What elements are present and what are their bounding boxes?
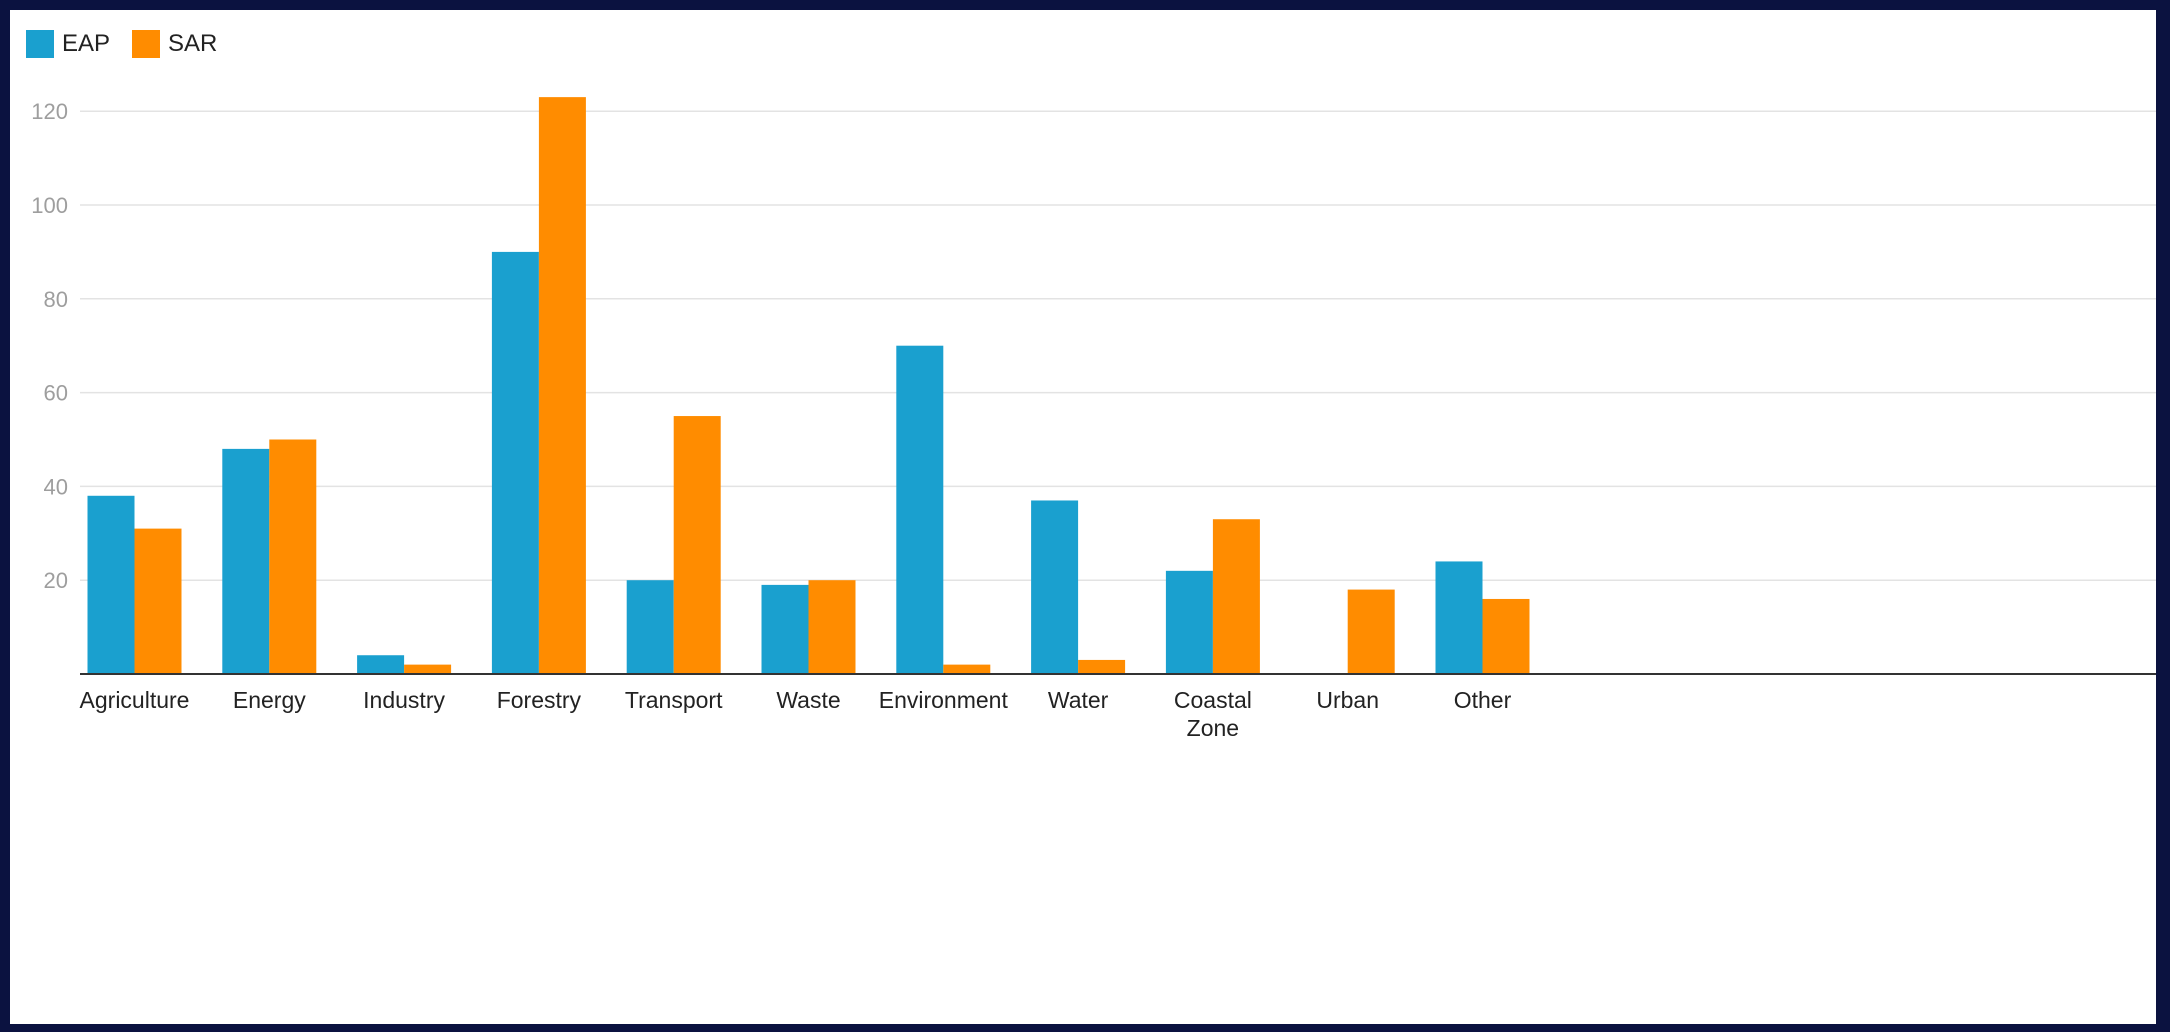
x-tick-label-industry: Industry <box>363 687 445 713</box>
x-tick-label-forestry: Forestry <box>497 687 582 713</box>
y-tick-label-120: 120 <box>31 99 68 124</box>
y-tick-label-60: 60 <box>44 381 68 406</box>
legend-swatch-eap <box>26 30 54 58</box>
legend: EAP SAR <box>26 30 239 58</box>
bar-sar-forestry <box>538 97 586 674</box>
bar-eap-industry <box>357 655 405 674</box>
y-tick-label-20: 20 <box>44 568 68 593</box>
bar-sar-waste <box>808 580 856 674</box>
x-tick-label-transport: Transport <box>625 687 723 713</box>
chart-frame: EAP SAR 20 40 60 80 100 120 Agriculture Energy I… <box>10 10 2156 1024</box>
bar-sar-agriculture <box>134 528 182 674</box>
legend-label-eap: EAP <box>62 30 111 57</box>
bar-sar-other <box>1482 598 1530 674</box>
x-tick-label-environment: Environment <box>879 687 1009 713</box>
bar-sar-environment <box>943 664 991 674</box>
legend-item-eap: EAP <box>26 30 110 58</box>
bar-eap-agriculture <box>87 495 135 674</box>
x-tick-label-agriculture: Agriculture <box>80 687 190 713</box>
x-tick-label-other: Other <box>1454 687 1512 713</box>
x-tick-label-water: Water <box>1048 687 1109 713</box>
bar-sar-industry <box>404 664 452 674</box>
x-tick-label-energy: Energy <box>233 687 306 713</box>
y-tick-label-100: 100 <box>31 193 68 218</box>
x-tick-label-coastal-zone: Coastal Zone <box>1174 687 1252 741</box>
bar-eap-forestry <box>491 251 539 674</box>
bar-chart: 20 40 60 80 100 120 Agriculture Energy Industry F… <box>31 97 2156 741</box>
bar-eap-waste <box>761 584 809 674</box>
y-tick-label-80: 80 <box>44 287 68 312</box>
bar-sar-coastal-zone <box>1212 519 1260 674</box>
bar-sar-water <box>1078 659 1126 674</box>
bar-eap-other <box>1435 561 1483 674</box>
bar-eap-environment <box>896 345 944 674</box>
bar-eap-transport <box>626 580 674 674</box>
bar-sar-energy <box>269 439 317 674</box>
y-tick-label-40: 40 <box>44 474 68 499</box>
bar-eap-coastal-zone <box>1165 570 1213 674</box>
legend-item-sar: SAR <box>132 30 217 58</box>
x-tick-label-urban: Urban <box>1316 687 1379 713</box>
bar-sar-transport <box>673 416 721 674</box>
legend-swatch-sar <box>132 30 161 58</box>
bar-eap-water <box>1031 500 1079 674</box>
bar-sar-urban <box>1347 589 1395 674</box>
legend-label-sar: SAR <box>168 30 218 57</box>
bar-eap-energy <box>222 448 270 674</box>
x-tick-label-waste: Waste <box>776 687 840 713</box>
